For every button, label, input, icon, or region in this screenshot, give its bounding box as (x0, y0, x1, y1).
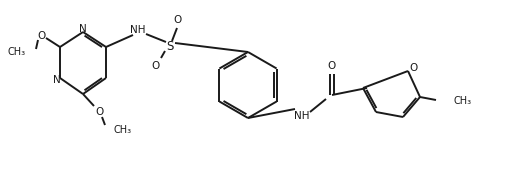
Text: O: O (96, 107, 104, 117)
Text: CH₃: CH₃ (454, 96, 472, 106)
Text: O: O (152, 61, 160, 71)
Text: CH₃: CH₃ (114, 125, 132, 135)
Text: CH₃: CH₃ (8, 47, 26, 57)
Text: N: N (53, 75, 61, 85)
Text: NH: NH (130, 25, 146, 35)
Text: N: N (79, 24, 87, 34)
Text: NH: NH (294, 111, 310, 121)
Text: O: O (409, 63, 417, 73)
Text: O: O (37, 31, 45, 41)
Text: O: O (328, 61, 336, 71)
Text: S: S (166, 39, 174, 52)
Text: O: O (174, 15, 182, 25)
